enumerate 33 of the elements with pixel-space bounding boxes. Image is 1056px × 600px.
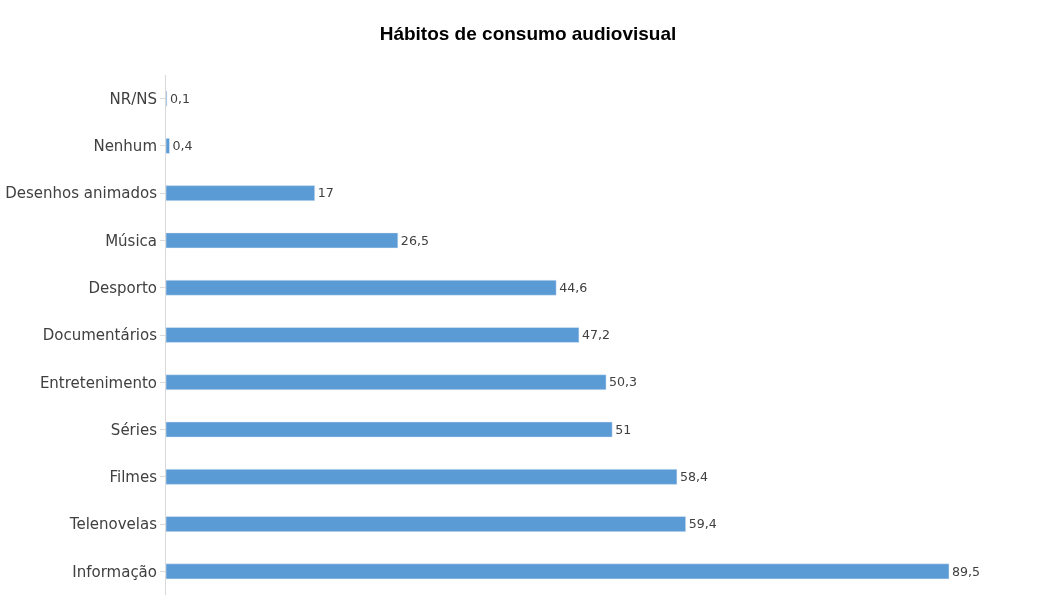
data-label: 47,2 <box>581 327 610 343</box>
bar <box>166 185 315 201</box>
bar <box>166 421 613 438</box>
y-tick-label: NR/NS <box>109 89 157 108</box>
y-tick-label: Desporto <box>88 278 157 297</box>
bar <box>166 563 950 580</box>
bar <box>166 138 170 154</box>
data-label: 58,4 <box>679 469 708 485</box>
bar <box>166 374 607 391</box>
bar <box>166 279 557 296</box>
y-tick-label: Desenhos animados <box>5 184 158 203</box>
data-label: 0,4 <box>172 138 193 154</box>
bar <box>166 469 678 485</box>
data-label: 59,4 <box>688 516 717 532</box>
data-label: 26,5 <box>400 232 429 248</box>
data-label: 44,6 <box>559 279 588 295</box>
data-label: 51 <box>615 421 632 437</box>
data-label: 0,1 <box>169 90 190 106</box>
y-tick-label: Filmes <box>109 468 158 487</box>
y-tick-label: Séries <box>110 420 158 439</box>
bar <box>166 327 580 343</box>
data-label: 89,5 <box>952 563 981 579</box>
y-tick-label: Telenovelas <box>68 515 158 534</box>
y-tick-label: Música <box>105 231 157 250</box>
bar <box>166 516 686 532</box>
chart-title: Hábitos de consumo audiovisual <box>379 23 677 45</box>
y-tick-label: Entretenimento <box>39 373 157 392</box>
y-tick-label: Nenhum <box>93 137 157 156</box>
data-label: 17 <box>317 185 334 201</box>
data-label: 50,3 <box>609 374 638 390</box>
y-tick-label: Documentários <box>42 326 158 345</box>
y-tick-label: Informação <box>72 562 157 581</box>
bar <box>166 232 399 249</box>
